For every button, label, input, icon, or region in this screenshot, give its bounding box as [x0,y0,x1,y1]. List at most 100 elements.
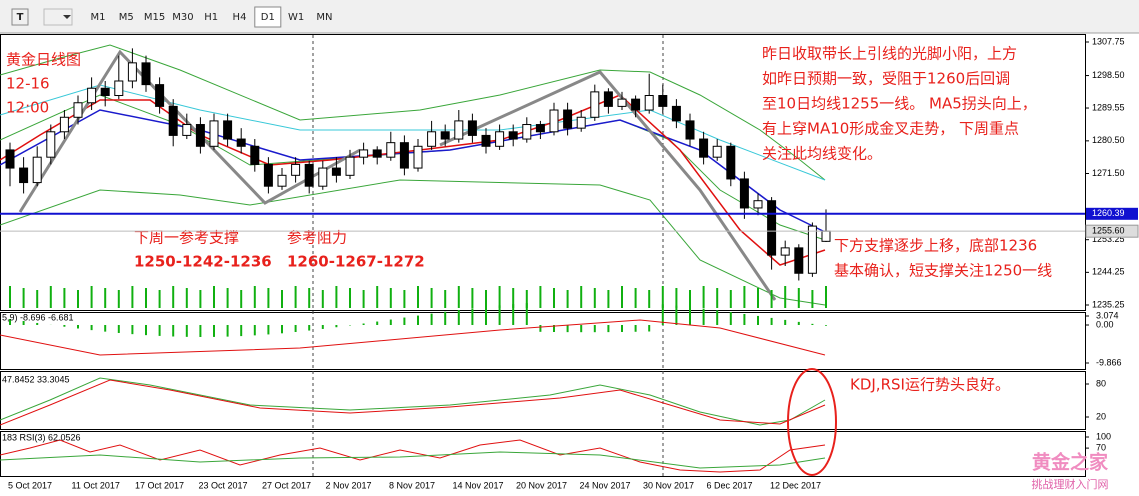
candle-body [141,62,151,86]
candle-body [209,120,219,147]
main-panel [0,34,1086,311]
candle-body [522,124,532,140]
timeframe-button[interactable]: M5 [119,12,134,23]
annotation-title: 12-16 [6,75,50,93]
candle-body [19,167,29,184]
price-label: 1280.50 [1092,135,1125,145]
candle-body [46,131,56,158]
kdj-label: 80 [1096,378,1106,388]
timeframe-button[interactable]: W1 [288,12,304,23]
candle-body [563,109,573,129]
timeframe-buttons: T M1 M5 M15 M30 H1 H4 D1 W1 MN [11,6,332,28]
candle-body [440,131,450,140]
support-label: 下周一参考支撑 [134,229,239,247]
shape-tool[interactable] [43,8,73,26]
date-label: 2 Nov 2017 [326,480,372,490]
price-label: 1235.25 [1092,299,1125,309]
watermark: 黄金之家 [1032,451,1109,474]
candle-body [576,116,586,129]
active-button [254,6,282,28]
candle-body [481,134,491,147]
candle-body [291,163,301,176]
date-label: 11 Oct 2017 [72,480,120,490]
outlook-line: 下方支撑逐步上移，底部1236 [834,237,1037,255]
date-label: 6 Dec 2017 [707,480,753,490]
annotation-title: 12:00 [6,99,49,117]
macd-histogram [9,303,827,337]
candle-body [331,167,341,176]
candle-body [277,174,287,187]
candle-body [182,124,192,136]
candle-body [100,87,110,97]
resistance-price: 1260.39 [1092,208,1125,218]
candle-body [236,138,246,147]
candle-body [753,200,763,209]
resistance-label: 参考阻力 [287,229,347,247]
ma10 [0,109,826,233]
support-levels: 1250-1242-1236 [134,253,272,271]
candle-body [399,142,409,169]
rsi-panel [0,431,1086,477]
candle-body [250,145,260,165]
price-label: 1271.50 [1092,168,1125,178]
candle-body [794,247,804,274]
dropdown-arrow [63,15,71,19]
kdj-panel [0,371,1086,430]
candle-body [73,102,83,118]
kdj-d [0,379,826,426]
timeframe-button[interactable]: H1 [204,12,218,23]
candle-body [590,91,600,118]
text-tool-icon[interactable] [11,8,29,26]
kdj-label: 20 [1096,411,1106,421]
date-label: 12 Dec 2017 [770,480,821,490]
macd-header: 5,9) -8.696 -6.681 [2,312,74,322]
candle-body [712,145,722,158]
macd-label: 0.00 [1096,319,1114,329]
candle-body [427,131,437,147]
price-label: 1253.25 [1092,234,1125,244]
timeframe-button[interactable]: M1 [91,12,106,23]
macd-panel [0,312,1086,370]
candle-body [59,116,69,133]
price-badge [1085,224,1139,238]
candle-body [658,95,668,107]
candle-body [304,163,314,187]
candle-body [685,120,695,140]
trendline [439,70,777,301]
timeframe-button[interactable]: M30 [172,12,193,23]
date-label: 5 Oct 2017 [8,480,52,490]
commentary-line: 关注此均线变化。 [762,145,882,163]
candle-body [87,87,97,104]
date-label: 24 Nov 2017 [580,480,631,490]
rsi-label: 100 [1096,431,1111,441]
annotations: 黄金日线图 12-16 12:00 昨日收取带长上引线的光脚小阳，上方 如昨日预… [6,45,1109,492]
candle-body [32,156,42,184]
macd-signal [0,319,826,356]
rsi-header: 183 RSI(3) 62.0526 [2,432,81,442]
price-badge [1086,207,1138,220]
timeframe-button[interactable]: H4 [233,12,247,23]
candle-body [549,109,559,133]
price-label: 1298.50 [1092,70,1125,80]
panels [0,34,1086,477]
bollinger-upper [0,44,826,181]
timeframe-button[interactable]: MN [316,12,332,23]
candle-body [780,247,790,256]
date-label: 8 Nov 2017 [389,480,435,490]
date-label: 30 Nov 2017 [643,480,694,490]
kdj-k [0,377,826,426]
candle-body [617,98,627,107]
candle-body [386,142,396,158]
candles [5,48,831,281]
bollinger-middle [0,94,826,241]
candle-body [263,163,273,187]
candle-body [5,149,15,169]
indicator-note: KDJ,RSI运行势头良好。 [850,376,1010,394]
timeframe-button[interactable]: D1 [261,12,275,23]
timeframe-button[interactable]: M15 [144,12,165,23]
candle-body [807,225,817,274]
candle-body [467,120,477,136]
candle-body [767,200,777,256]
